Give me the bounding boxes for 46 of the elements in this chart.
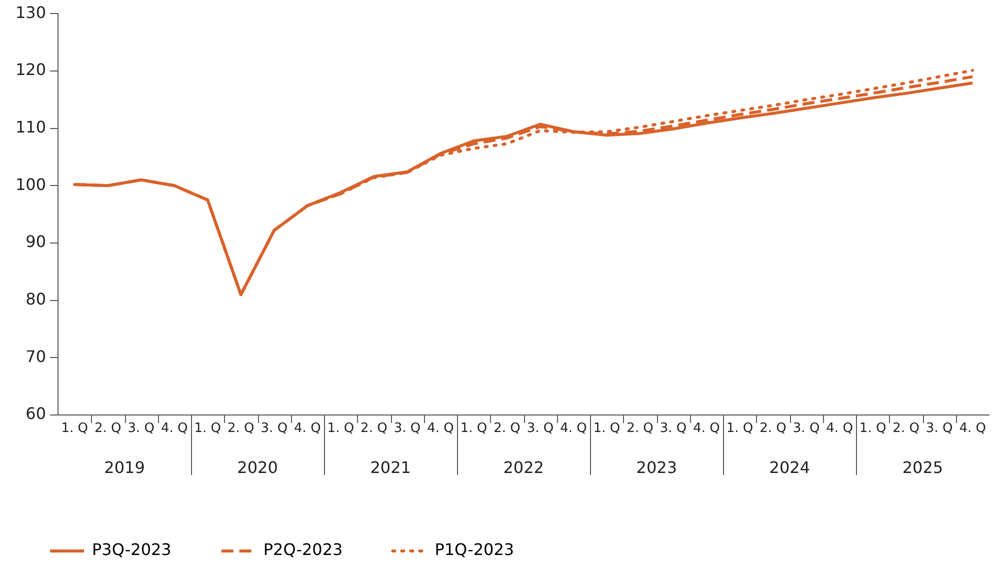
x-tick-label: 4. Q [959, 421, 986, 436]
x-tick-label: 4. Q [161, 421, 188, 436]
x-tick-label: 2. Q [360, 421, 388, 436]
legend-label: P1Q-2023 [434, 540, 514, 560]
y-tick-label: 130 [15, 2, 46, 22]
text: 2022 [503, 458, 544, 478]
x-tick-label: 3. Q [660, 421, 687, 436]
x-tick-label: 1. Q [327, 421, 354, 436]
x-tick-label: 1. Q [194, 421, 222, 436]
y-tick-label: 90 [26, 232, 46, 252]
x-tick-label: 1. Q [859, 421, 886, 436]
x-tick-label: 3. Q [260, 421, 288, 436]
x-tick-label: 2. Q [494, 421, 520, 436]
x-tick-label: 4. Q [693, 421, 720, 436]
x-tick-label: 3. Q [926, 421, 953, 436]
legend-label: P3Q-2023 [92, 540, 172, 560]
y-tick-label: 70 [26, 346, 46, 366]
y-tick-label: 80 [26, 289, 46, 308]
x-tick-label: 2. Q [760, 421, 786, 436]
x-tick-label: 2. Q [892, 421, 920, 436]
x-tick-label: 4. Q [826, 421, 853, 436]
text: 2023 [636, 458, 677, 478]
x-tick-label: 2. Q [626, 421, 654, 436]
text: 2021 [370, 458, 411, 478]
y-tick-label: 60 [26, 404, 46, 424]
text: 2024 [769, 458, 810, 478]
y-tick-label: 120 [15, 60, 46, 80]
text: 2025 [902, 458, 944, 478]
x-tick-label: 1. Q [726, 421, 754, 436]
x-tick-label: 4. Q [294, 421, 321, 436]
x-tick-label: 3. Q [394, 421, 421, 436]
text: 2020 [237, 458, 278, 478]
y-tick-label: 110 [15, 117, 46, 136]
y-tick-label: 100 [15, 174, 46, 194]
x-tick-label: 1. Q [460, 421, 488, 436]
x-tick-label: 4. Q [560, 421, 587, 436]
x-tick-label: 3. Q [526, 421, 554, 436]
x-tick-label: 4. Q [427, 421, 454, 436]
x-tick-label: 3. Q [128, 421, 155, 436]
legend-label: P2Q-2023 [263, 540, 343, 560]
x-tick-label: 3. Q [792, 421, 820, 436]
x-tick-label: 2. Q [228, 421, 254, 436]
x-tick-label: 1. Q [61, 421, 88, 436]
x-tick-label: 2. Q [94, 421, 122, 436]
text: 2019 [104, 458, 145, 478]
x-tick-label: 1. Q [593, 421, 620, 436]
